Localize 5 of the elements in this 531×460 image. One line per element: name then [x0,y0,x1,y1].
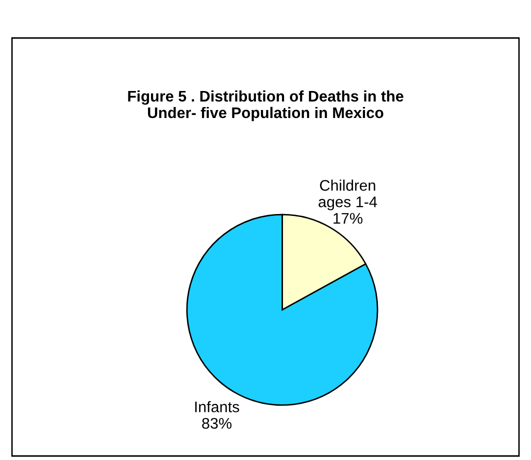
chart-title: Figure 5 . Distribution of Deaths in the Under- five Population in Mexico [128,90,404,122]
data-label: 83% [202,418,232,429]
slice-label: Children ages 1-4 [318,180,377,210]
data-label: 17% [334,212,362,224]
slice-label: Infants [195,401,240,412]
